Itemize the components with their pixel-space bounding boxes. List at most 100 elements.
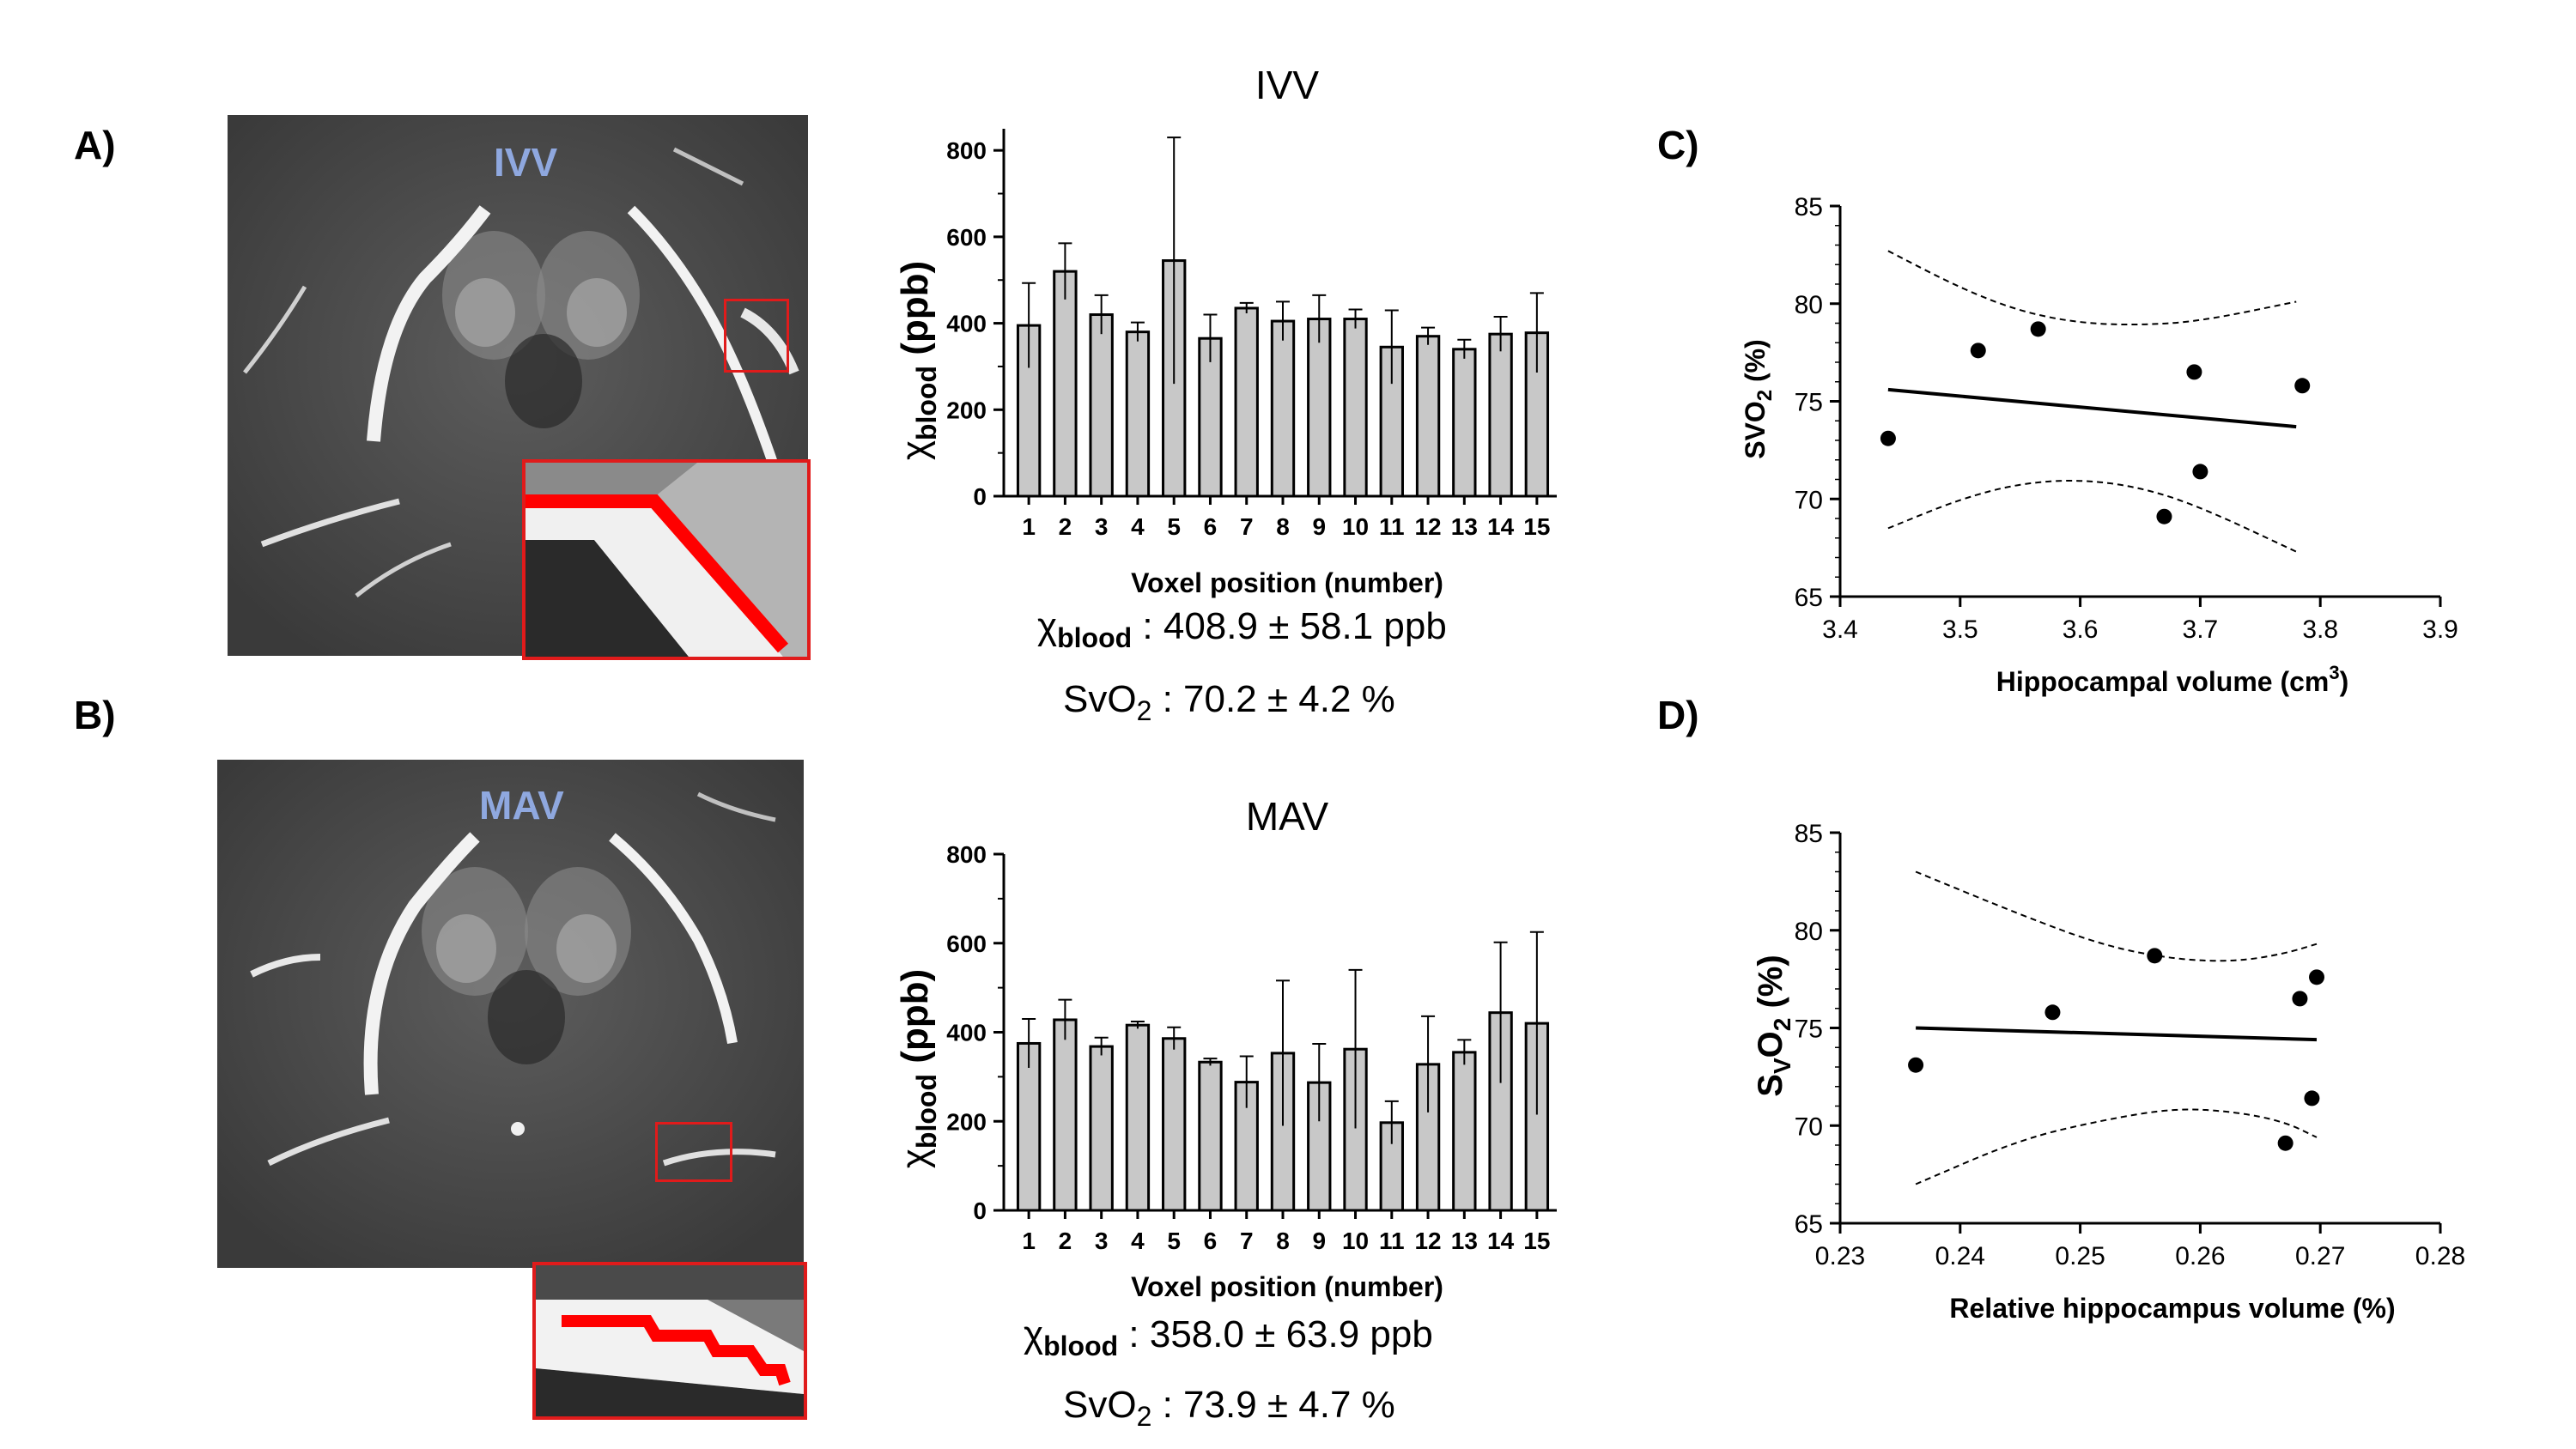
scatter-chart-c: 3.4 3.5 3.6 3.7 3.8 3.9 65 70 75 80 85 SVO2 (%) H… [1740,193,2458,697]
mav-bar-14 [1488,1011,1513,1212]
ivv-ytick-label-0: 0 [973,483,987,510]
d-fit-line [1916,1026,2318,1042]
panel-label-a: A) [74,123,116,167]
c-point-6 [2294,378,2311,394]
mav-xtick-label-9: 9 [1312,1228,1326,1254]
c-point-1 [1970,343,1986,359]
ivv-ylabel: χblood (ppb) [894,261,942,460]
d-point-6 [2309,969,2325,985]
mav-xtick-label-1: 1 [1022,1228,1036,1254]
mri-mav-graphic [217,760,804,1268]
ivv-bar-8 [1270,319,1296,498]
mav-bar-5 [1162,1037,1187,1212]
ivv-xtick-label-2: 2 [1059,513,1072,540]
c-ci-lower [1887,480,2297,553]
ivv-xtick-label-11: 11 [1379,513,1405,540]
mav-xtick-label-13: 13 [1451,1228,1478,1254]
d-point-5 [2304,1090,2320,1106]
mav-bar-2 [1053,1018,1078,1212]
scatter-chart-d: 0.23 0.24 0.25 0.26 0.27 0.28 65 70 75 80 85 SVO2… [1752,820,2465,1324]
mri-ivv-graphic [228,115,808,656]
roi-box-ivv [724,299,789,373]
d-point-0 [1908,1057,1924,1073]
d-point-2 [2147,948,2163,964]
ivv-bar-10 [1343,318,1368,498]
c-xtick-label-2: 3.6 [2063,615,2099,644]
c-point-4 [2186,364,2202,380]
ivv-ytick-label-1: 200 [946,397,987,423]
mav-bar-6 [1198,1060,1223,1212]
mav-chi-value: : 358.0 ± 63.9 ppb [1118,1313,1433,1355]
d-xtick-label-0: 0.23 [1815,1242,1865,1270]
d-point-1 [2044,1004,2061,1021]
c-fit-line [1887,387,2297,429]
mav-xtick-label-10: 10 [1342,1228,1369,1254]
mav-xtick-label-15: 15 [1523,1228,1550,1254]
mav-chi-summary: χblood : 358.0 ± 63.9 ppb [1024,1313,1433,1362]
ivv-xtick-label-12: 12 [1414,513,1441,540]
ivv-svo2-summary: SvO2 : 70.2 ± 4.2 % [1063,678,1395,727]
ivv-chi-summary: χblood : 408.9 ± 58.1 ppb [1037,605,1447,654]
ivv-svo2-value: : 70.2 ± 4.2 % [1151,678,1395,720]
d-point-4 [2292,991,2308,1007]
mav-ytick-label-0: 0 [973,1197,987,1224]
mav-xtick-label-8: 8 [1276,1228,1290,1254]
ivv-bar-3 [1089,313,1114,498]
panel-label-c: C) [1657,123,1699,167]
d-xtick-label-3: 0.26 [2175,1242,2225,1270]
zoom-inset-mav [532,1262,807,1420]
d-ytick-label-2: 75 [1795,1016,1823,1044]
d-ytick-label-0: 65 [1795,1210,1823,1239]
ivv-xtick-label-10: 10 [1342,513,1369,540]
ivv-ytick-label-3: 600 [946,224,987,251]
c-point-2 [2030,321,2046,337]
ivv-ytick-label-2: 400 [946,311,987,337]
c-ytick-label-0: 65 [1795,584,1823,612]
ivv-xtick-label-9: 9 [1312,513,1326,540]
d-ytick-label-4: 85 [1795,820,1823,848]
mav-xtick-label-3: 3 [1095,1228,1109,1254]
ivv-svo2-label: SvO [1063,678,1137,720]
d-xtick-label-2: 0.25 [2055,1242,2105,1270]
ivv-bar-6 [1198,336,1223,498]
mav-chart-title: MAV [1246,794,1329,839]
ivv-chi-value: : 408.9 ± 58.1 ppb [1132,605,1447,647]
mav-xtick-label-12: 12 [1414,1228,1441,1254]
ivv-bar-12 [1415,335,1441,498]
d-ytick-label-3: 80 [1795,918,1823,946]
ivv-bar-7 [1234,306,1259,498]
ivv-bar-4 [1125,330,1151,498]
ivv-bar-chart: IVV 1 2 3 4 5 6 7 8 9 10 11 12 13 14 15 0200400600800 … [894,63,1557,598]
d-xtick-label-4: 0.27 [2295,1242,2345,1270]
ivv-chi-sub: blood [1057,621,1133,653]
c-xtick-label-3: 3.7 [2183,615,2219,644]
mav-bar-4 [1125,1023,1151,1212]
c-point-5 [2192,464,2208,480]
d-ytick-label-1: 70 [1795,1113,1823,1141]
mav-svo2-sub: 2 [1136,1400,1152,1432]
mav-chi-symbol: χ [1024,1313,1044,1355]
c-ytick-label-2: 75 [1795,389,1823,417]
mav-ytick-label-4: 800 [946,841,987,868]
ivv-bar-13 [1452,348,1477,498]
c-ci-upper [1887,250,2297,326]
c-ytick-label-1: 70 [1795,486,1823,514]
mav-xtick-label-2: 2 [1059,1228,1072,1254]
ivv-xlabel: Voxel position (number) [1131,567,1443,598]
d-point-3 [2277,1135,2293,1151]
mav-xtick-label-6: 6 [1204,1228,1218,1254]
mav-svo2-label: SvO [1063,1384,1137,1426]
mri-tag-mav: MAV [479,783,564,828]
mav-svo2-value: : 73.9 ± 4.7 % [1151,1384,1395,1426]
ivv-xtick-label-4: 4 [1131,513,1145,540]
ivv-bar-2 [1053,270,1078,498]
c-xtick-label-0: 3.4 [1822,615,1858,644]
ivv-ytick-label-4: 800 [946,137,987,164]
ivv-bar-14 [1488,332,1513,498]
ivv-xtick-label-14: 14 [1487,513,1515,540]
d-ci-upper [1915,870,2318,962]
mav-xtick-label-4: 4 [1131,1228,1145,1254]
mav-xtick-label-5: 5 [1167,1228,1181,1254]
c-xtick-label-4: 3.8 [2302,615,2338,644]
ivv-xtick-label-7: 7 [1240,513,1254,540]
